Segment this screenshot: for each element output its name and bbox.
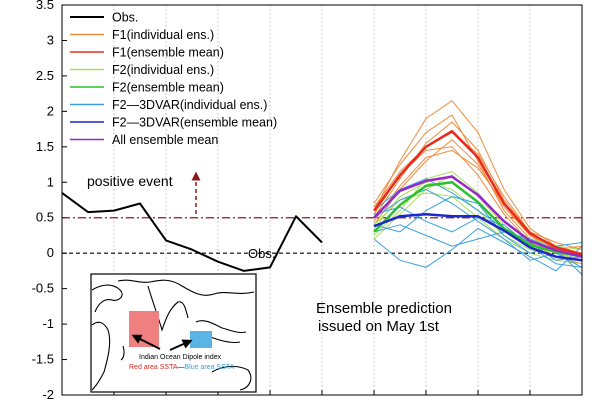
inset-formula-separator: — (178, 364, 185, 371)
y-tick-label: -1 (42, 316, 54, 331)
inset-frame (90, 273, 257, 393)
legend-label: F1(ensemble mean) (112, 46, 224, 60)
reference-lines (62, 217, 582, 254)
positive-event-label: positive event (87, 173, 173, 189)
inset-formula-red: Red area SSTA (129, 364, 178, 371)
ensemble-mean-series-line (372, 129, 582, 256)
legend-label: F2(individual ens.) (112, 63, 214, 77)
inset-title: Indian Ocean Dipole index (139, 354, 222, 361)
observation-series-line (62, 192, 323, 272)
ensemble-prediction-label: Ensemble prediction (316, 300, 452, 317)
issued-date-label: issued on May 1st (318, 318, 440, 335)
y-axis: -2 -1.5 -1 -0.5 0 0.5 1 1.5 2 2.5 3 3.5 (32, 0, 67, 400)
ensemble-member-line (373, 100, 582, 254)
legend-label: Obs. (112, 11, 138, 25)
ensemble-member-line (373, 227, 582, 272)
inset-map: Indian Ocean Dipole index Red area SSTA—… (90, 273, 257, 393)
inset-formula: Red area SSTA—Blue area SSTA (129, 364, 235, 371)
y-tick-label: -2 (42, 387, 54, 400)
y-tick-label: 2.5 (36, 68, 54, 83)
legend-label: F2(ensemble mean) (112, 81, 224, 95)
legend: Obs. F1(individual ens.) F1(ensemble mean)… (70, 11, 277, 147)
ensemble-member-line (373, 139, 582, 251)
y-tick-label: 1 (47, 174, 54, 189)
ensemble-member-line (373, 132, 582, 251)
ensemble-member-line (373, 188, 582, 268)
inset-formula-blue: Blue area SSTA (185, 364, 235, 371)
inset-arrow-east (169, 339, 193, 351)
y-tick-label: -1.5 (32, 352, 54, 367)
observation-line (62, 192, 323, 272)
ensemble-mean-series-line (373, 212, 582, 262)
y-tick-label: 0 (47, 245, 54, 260)
y-tick-label: -0.5 (32, 281, 54, 296)
legend-label: All ensemble mean (112, 133, 218, 147)
legend-label: F2—3DVAR(individual ens.) (112, 98, 267, 112)
east-region-box (190, 331, 212, 348)
obs-label: Obs. (248, 246, 275, 261)
y-tick-label: 3 (47, 32, 54, 47)
inset-coastlines (91, 279, 255, 391)
inset-arrow-west (131, 334, 161, 350)
plot-frame (61, 4, 583, 396)
ensemble-mean-series-line (373, 181, 582, 258)
y-tick-label: 3.5 (36, 0, 54, 12)
ensemble-mean-lines (372, 129, 582, 262)
ensemble-mean-series-line (373, 175, 582, 258)
legend-label: F2—3DVAR(ensemble mean) (112, 116, 277, 130)
y-tick-label: 0.5 (36, 210, 54, 225)
y-tick-label: 1.5 (36, 139, 54, 154)
y-tick-label: 2 (47, 103, 54, 118)
legend-label: F1(individual ens.) (112, 28, 214, 42)
